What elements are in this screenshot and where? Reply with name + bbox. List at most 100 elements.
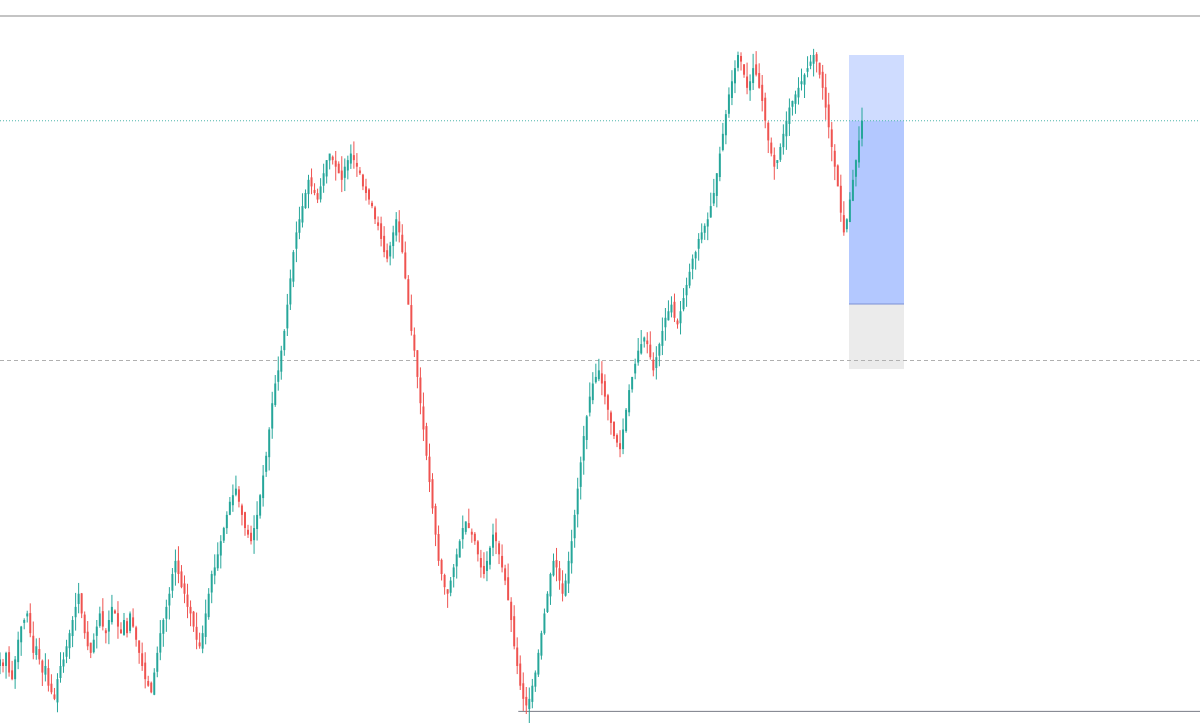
candle (259, 493, 262, 519)
candle (495, 518, 498, 555)
candle (364, 178, 367, 201)
candle-body (364, 186, 367, 193)
candle (153, 668, 156, 696)
candle (44, 653, 47, 682)
candle-body (56, 679, 59, 703)
candle (854, 159, 857, 187)
candle (247, 524, 250, 538)
candle-body (334, 160, 337, 167)
candle-body (401, 234, 404, 253)
candle-body (634, 363, 637, 374)
candle-body (371, 202, 374, 207)
candle (62, 652, 65, 673)
candle-body (718, 153, 721, 178)
candle (609, 410, 612, 435)
candle-body (177, 560, 180, 575)
candle (434, 503, 437, 547)
candle-body (44, 666, 47, 675)
candle-body (68, 633, 71, 649)
candle-body (588, 396, 591, 413)
candle (528, 687, 531, 723)
candle-body (355, 162, 358, 167)
candle-body (86, 631, 89, 647)
candle-body (464, 521, 467, 532)
candle-body (283, 330, 286, 351)
candle (35, 638, 38, 660)
candle (159, 620, 162, 661)
candle (389, 241, 392, 266)
candle-body (129, 613, 132, 631)
candle-body (126, 621, 129, 634)
candle (603, 374, 606, 405)
candle-body (848, 199, 851, 222)
candle-body (207, 593, 210, 618)
candle-body (709, 206, 712, 218)
candle-body (319, 186, 322, 200)
candle (567, 551, 570, 594)
candle (525, 686, 528, 715)
candle-body (189, 606, 192, 614)
candle-body (797, 87, 800, 98)
candle (11, 660, 14, 681)
candle-body (485, 560, 488, 572)
candle (301, 193, 304, 228)
candle (661, 317, 664, 356)
candle-body (62, 659, 65, 667)
candle (392, 225, 395, 259)
candle-body (222, 528, 225, 541)
candle-body (706, 219, 709, 227)
candle (839, 174, 842, 222)
candle-body (23, 620, 26, 623)
candle (262, 465, 265, 507)
entry-zone (849, 120, 904, 305)
candle (410, 294, 413, 336)
candle (171, 568, 174, 598)
candle-body (803, 74, 806, 85)
candle-body (495, 532, 498, 542)
candle (788, 98, 791, 136)
candle-body (510, 601, 513, 621)
candle-body (123, 620, 126, 635)
candle-body (664, 317, 667, 328)
candle-body (295, 232, 298, 249)
candle (319, 178, 322, 203)
candle (812, 48, 815, 77)
candle-body (380, 223, 383, 239)
candle-body (74, 606, 77, 618)
candle-body (377, 222, 380, 226)
candle (23, 618, 26, 630)
candle-body (428, 456, 431, 483)
candle-body (730, 81, 733, 98)
candle (86, 621, 89, 651)
candle (452, 563, 455, 588)
candle-body (210, 574, 213, 593)
candle (682, 288, 685, 312)
candle-body (606, 395, 609, 410)
candle-body (851, 179, 854, 201)
candle-body (301, 206, 304, 223)
candle-body (746, 76, 749, 88)
candle (479, 549, 482, 578)
candle-body (594, 376, 597, 383)
candle-body (340, 170, 343, 180)
candle-body (724, 114, 727, 136)
candle (555, 547, 558, 582)
candle (676, 318, 679, 329)
candle-body (413, 334, 416, 351)
candle (845, 218, 848, 233)
candle-body (476, 541, 479, 555)
candle (340, 156, 343, 193)
candle (694, 250, 697, 270)
candle (343, 158, 346, 192)
candle-body (694, 252, 697, 259)
candle-body (679, 311, 682, 324)
candle-body (470, 531, 473, 535)
candle (658, 342, 661, 367)
candle-body (821, 71, 824, 88)
candle-body (540, 633, 543, 656)
candle-body (712, 192, 715, 204)
candle (724, 109, 727, 145)
candle-body (755, 64, 758, 75)
